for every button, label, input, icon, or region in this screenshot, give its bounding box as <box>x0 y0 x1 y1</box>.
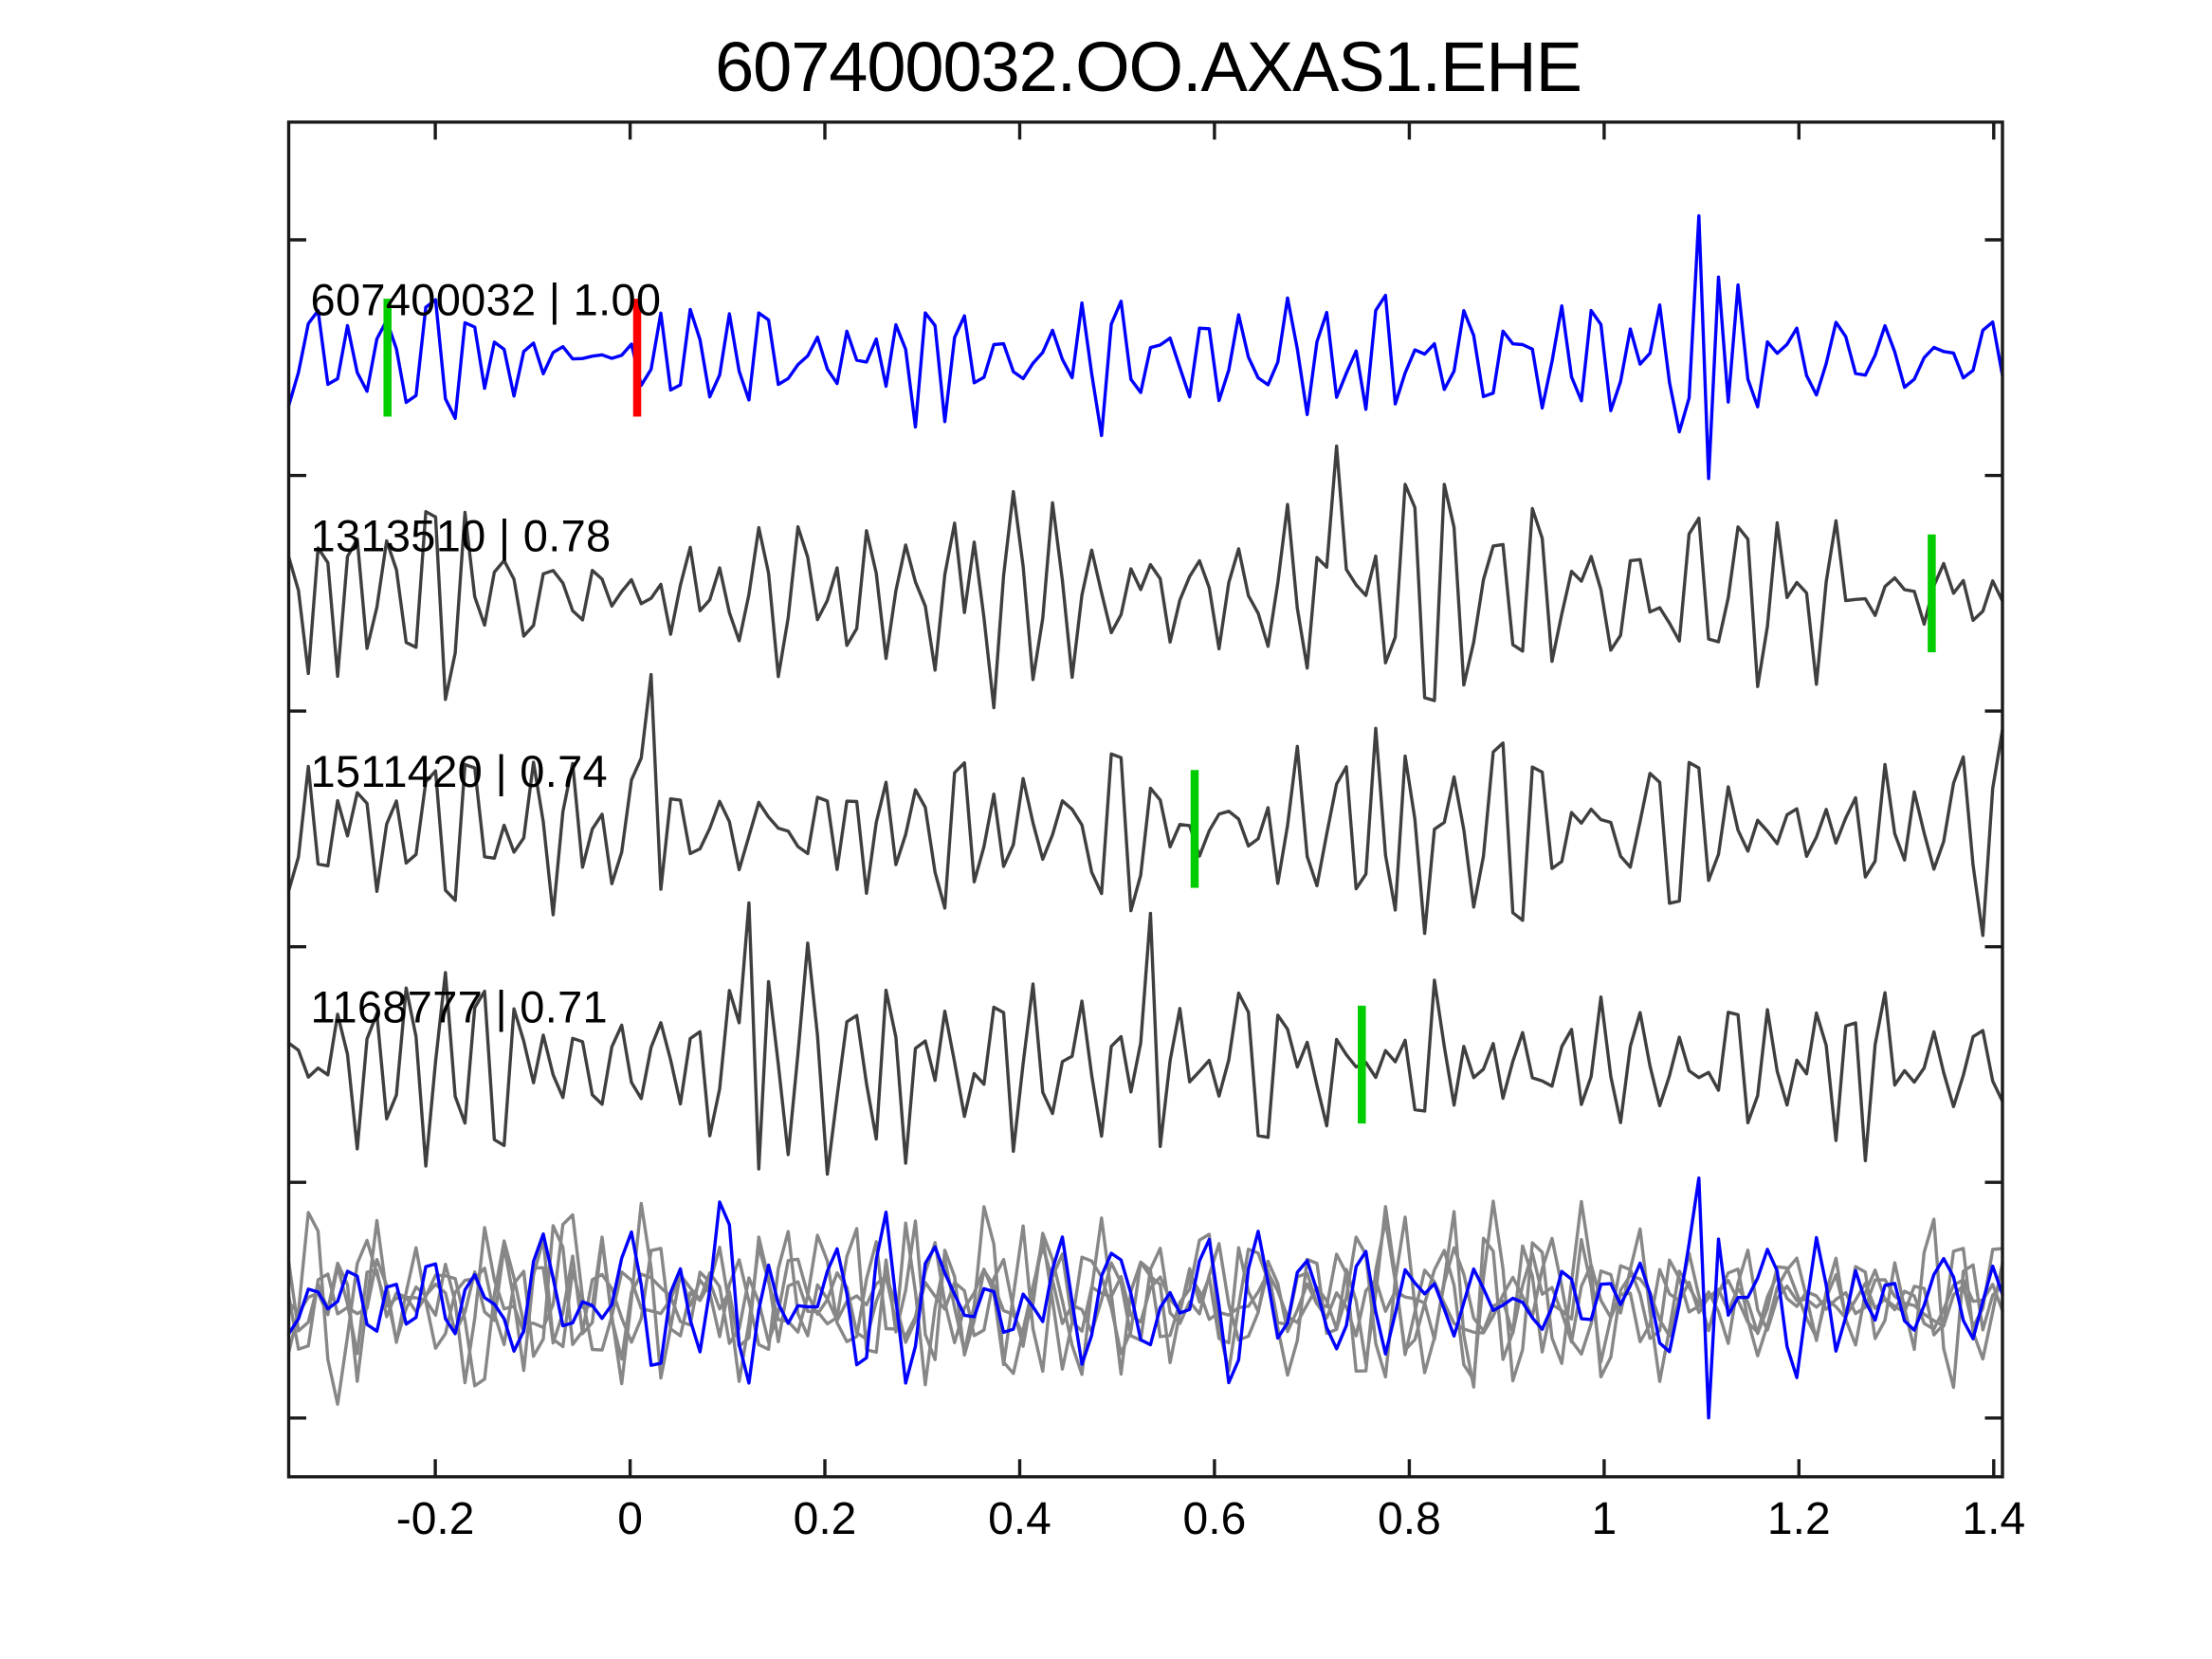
svg-text:1: 1 <box>1592 1494 1618 1544</box>
svg-text:1313510 | 0.78: 1313510 | 0.78 <box>311 510 612 560</box>
svg-text:607400032 | 1.00: 607400032 | 1.00 <box>311 275 662 325</box>
svg-text:0.6: 0.6 <box>1183 1494 1247 1544</box>
svg-text:0: 0 <box>617 1494 643 1544</box>
svg-text:0.2: 0.2 <box>794 1494 857 1544</box>
svg-text:1.2: 1.2 <box>1767 1494 1831 1544</box>
svg-text:0.4: 0.4 <box>988 1494 1051 1544</box>
svg-text:1168777 | 0.71: 1168777 | 0.71 <box>311 981 609 1031</box>
svg-text:0.8: 0.8 <box>1378 1494 1441 1544</box>
svg-text:1.4: 1.4 <box>1962 1494 2025 1544</box>
svg-text:607400032.OO.AXAS1.EHE: 607400032.OO.AXAS1.EHE <box>715 27 1581 106</box>
svg-text:1511420 | 0.74: 1511420 | 0.74 <box>311 746 609 796</box>
svg-text:-0.2: -0.2 <box>396 1494 475 1544</box>
